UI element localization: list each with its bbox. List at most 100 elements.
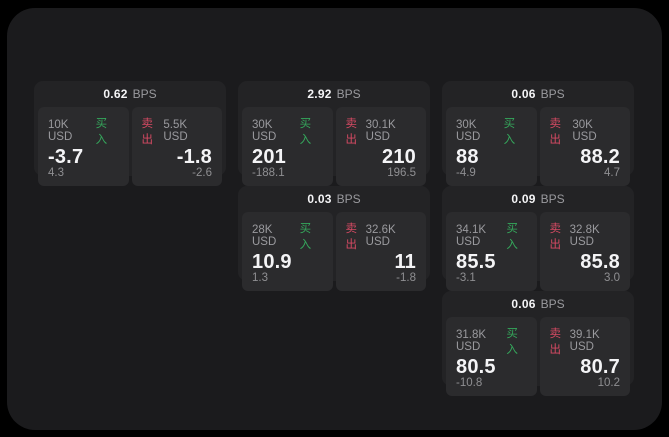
- buy-price: 88: [456, 146, 479, 168]
- sell-side-label: 卖出: [549, 118, 562, 146]
- buy-quote-tile[interactable]: 31.8K USD 买入 80.5 -10.8: [446, 317, 537, 396]
- buy-size-label: 28K USD: [252, 224, 277, 248]
- sell-tile-header: 卖出 5.5K USD: [142, 115, 213, 147]
- bps-value: 0.06: [511, 297, 536, 311]
- sell-size-label: 30K USD: [572, 119, 597, 143]
- buy-tile-header: 31.8K USD 买入: [456, 325, 527, 357]
- quote-card-body: 34.1K USD 买入 85.5 -3.1 卖出 32.8K USD 85.8…: [442, 212, 634, 297]
- bps-value: 0.06: [511, 87, 536, 101]
- buy-price: 80.5: [456, 356, 496, 378]
- sell-delta: 10.2: [597, 377, 620, 389]
- buy-tile-header: 30K USD 买入: [456, 115, 527, 147]
- sell-delta: 196.5: [387, 167, 416, 179]
- quote-card: 0.03 BPS 28K USD 买入 10.9 1.3 卖出 32.6K US…: [238, 186, 430, 291]
- sell-quote-tile[interactable]: 卖出 32.6K USD 11 -1.8: [335, 212, 426, 291]
- quote-card: 2.92 BPS 30K USD 买入 201 -188.1 卖出 30.1K …: [238, 81, 430, 186]
- quote-card-body: 30K USD 买入 88 -4.9 卖出 30K USD 88.2 4.7: [442, 107, 634, 192]
- buy-side-label: 买入: [299, 223, 312, 251]
- buy-size-label: 30K USD: [456, 119, 481, 143]
- buy-side-label: 买入: [506, 223, 518, 251]
- buy-tile-header: 10K USD 买入: [48, 115, 119, 147]
- sell-tile-header: 卖出 32.6K USD: [346, 220, 417, 252]
- buy-delta: -10.8: [456, 377, 483, 389]
- buy-size-label: 10K USD: [48, 119, 73, 143]
- sell-size-label: 39.1K USD: [569, 329, 600, 353]
- bps-unit-label: BPS: [540, 297, 565, 311]
- sell-side-label: 卖出: [345, 118, 358, 146]
- sell-price: 85.8: [580, 251, 620, 273]
- quote-card: 0.09 BPS 34.1K USD 买入 85.5 -3.1 卖出 32.8K…: [442, 186, 634, 291]
- quote-card-body: 10K USD 买入 -3.7 4.3 卖出 5.5K USD -1.8 -2.…: [34, 107, 226, 192]
- buy-side-label: 买入: [503, 118, 516, 146]
- quote-card-body: 31.8K USD 买入 80.5 -10.8 卖出 39.1K USD 80.…: [442, 317, 634, 402]
- quote-panel: 0.62 BPS 10K USD 买入 -3.7 4.3 卖出 5.5K USD…: [7, 8, 662, 430]
- buy-tile-header: 34.1K USD 买入: [456, 220, 527, 252]
- buy-side-label: 买入: [95, 118, 108, 146]
- buy-price: 201: [252, 146, 286, 168]
- buy-side-label: 买入: [299, 118, 312, 146]
- sell-quote-tile[interactable]: 卖出 30K USD 88.2 4.7: [539, 107, 630, 186]
- sell-delta: -1.8: [396, 272, 416, 284]
- buy-delta: 1.3: [252, 272, 268, 284]
- sell-price: 11: [394, 251, 416, 273]
- buy-size-label: 34.1K USD: [456, 224, 487, 248]
- bps-unit-label: BPS: [132, 87, 157, 101]
- buy-delta: -3.1: [456, 272, 476, 284]
- buy-price: 85.5: [456, 251, 496, 273]
- bps-value: 0.62: [103, 87, 128, 101]
- sell-delta: 4.7: [604, 167, 620, 179]
- bps-unit-label: BPS: [540, 192, 565, 206]
- bps-header: 0.06 BPS: [442, 291, 634, 317]
- bps-header: 2.92 BPS: [238, 81, 430, 107]
- buy-tile-header: 30K USD 买入: [252, 115, 323, 147]
- sell-size-label: 30.1K USD: [365, 119, 396, 143]
- sell-delta: -2.6: [192, 167, 212, 179]
- buy-tile-header: 28K USD 买入: [252, 220, 323, 252]
- buy-quote-tile[interactable]: 28K USD 买入 10.9 1.3: [242, 212, 333, 291]
- bps-header: 0.09 BPS: [442, 186, 634, 212]
- quote-card: 0.06 BPS 31.8K USD 买入 80.5 -10.8 卖出 39.1…: [442, 291, 634, 396]
- sell-tile-header: 卖出 30.1K USD: [346, 115, 417, 147]
- sell-size-label: 5.5K USD: [163, 119, 188, 143]
- buy-size-label: 31.8K USD: [456, 329, 487, 353]
- bps-unit-label: BPS: [336, 192, 361, 206]
- bps-header: 0.62 BPS: [34, 81, 226, 107]
- sell-delta: 3.0: [604, 272, 620, 284]
- bps-value: 0.03: [307, 192, 332, 206]
- sell-tile-header: 卖出 30K USD: [550, 115, 621, 147]
- sell-size-label: 32.8K USD: [569, 224, 600, 248]
- cards-grid: 0.62 BPS 10K USD 买入 -3.7 4.3 卖出 5.5K USD…: [34, 81, 634, 396]
- bps-header: 0.03 BPS: [238, 186, 430, 212]
- bps-unit-label: BPS: [336, 87, 361, 101]
- buy-quote-tile[interactable]: 34.1K USD 买入 85.5 -3.1: [446, 212, 537, 291]
- sell-quote-tile[interactable]: 卖出 32.8K USD 85.8 3.0: [539, 212, 630, 291]
- sell-price: 210: [382, 146, 416, 168]
- sell-quote-tile[interactable]: 卖出 5.5K USD -1.8 -2.6: [131, 107, 222, 186]
- buy-delta: -188.1: [252, 167, 285, 179]
- sell-quote-tile[interactable]: 卖出 30.1K USD 210 196.5: [335, 107, 426, 186]
- sell-side-label: 卖出: [345, 223, 358, 251]
- bps-header: 0.06 BPS: [442, 81, 634, 107]
- bps-value: 0.09: [511, 192, 536, 206]
- sell-side-label: 卖出: [141, 118, 154, 146]
- sell-price: -1.8: [176, 146, 212, 168]
- sell-side-label: 卖出: [549, 223, 562, 251]
- sell-tile-header: 卖出 39.1K USD: [550, 325, 621, 357]
- buy-quote-tile[interactable]: 30K USD 买入 88 -4.9: [446, 107, 537, 186]
- buy-quote-tile[interactable]: 30K USD 买入 201 -188.1: [242, 107, 333, 186]
- buy-price: 10.9: [252, 251, 292, 273]
- bps-unit-label: BPS: [540, 87, 565, 101]
- sell-quote-tile[interactable]: 卖出 39.1K USD 80.7 10.2: [539, 317, 630, 396]
- quote-card: 0.06 BPS 30K USD 买入 88 -4.9 卖出 30K USD 8…: [442, 81, 634, 186]
- sell-tile-header: 卖出 32.8K USD: [550, 220, 621, 252]
- buy-quote-tile[interactable]: 10K USD 买入 -3.7 4.3: [38, 107, 129, 186]
- buy-size-label: 30K USD: [252, 119, 277, 143]
- sell-size-label: 32.6K USD: [365, 224, 396, 248]
- sell-price: 88.2: [580, 146, 620, 168]
- sell-side-label: 卖出: [549, 328, 562, 356]
- buy-side-label: 买入: [506, 328, 518, 356]
- quote-card-body: 28K USD 买入 10.9 1.3 卖出 32.6K USD 11 -1.8: [238, 212, 430, 297]
- bps-value: 2.92: [307, 87, 332, 101]
- quote-card-body: 30K USD 买入 201 -188.1 卖出 30.1K USD 210 1…: [238, 107, 430, 192]
- buy-price: -3.7: [48, 146, 84, 168]
